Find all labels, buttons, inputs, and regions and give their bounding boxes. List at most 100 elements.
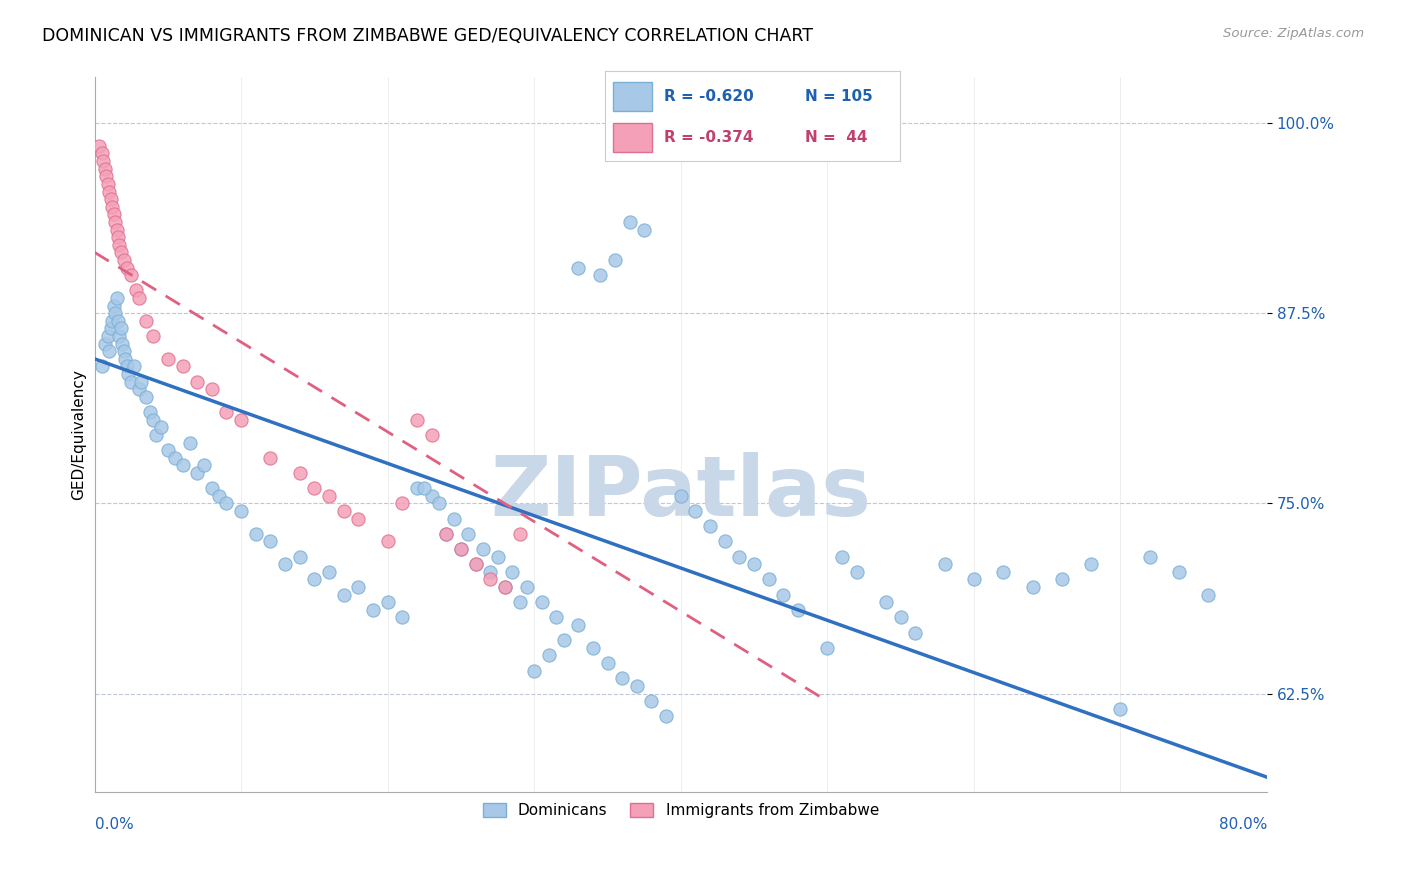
Point xyxy=(553,633,575,648)
Point xyxy=(131,375,153,389)
Point xyxy=(347,511,370,525)
Point xyxy=(193,458,215,473)
Point xyxy=(479,573,502,587)
Point xyxy=(993,565,1015,579)
Point xyxy=(172,458,194,473)
Point xyxy=(122,359,145,374)
Point xyxy=(612,671,634,685)
Point xyxy=(787,603,810,617)
Point xyxy=(890,610,912,624)
Point xyxy=(215,405,238,419)
Point xyxy=(259,534,281,549)
Point xyxy=(501,565,523,579)
Point xyxy=(904,625,927,640)
Point xyxy=(108,329,131,343)
Text: N =  44: N = 44 xyxy=(806,130,868,145)
Point xyxy=(318,565,340,579)
Point xyxy=(377,534,399,549)
Point xyxy=(875,595,897,609)
Point xyxy=(97,177,120,191)
Point xyxy=(815,640,838,655)
Point xyxy=(179,435,201,450)
Point xyxy=(96,169,118,184)
Point xyxy=(90,359,112,374)
Point xyxy=(135,390,157,404)
Point xyxy=(104,215,127,229)
Point xyxy=(145,428,167,442)
Point xyxy=(479,565,502,579)
Text: 0.0%: 0.0% xyxy=(94,817,134,832)
Point xyxy=(603,252,626,267)
Point xyxy=(107,314,129,328)
Text: Source: ZipAtlas.com: Source: ZipAtlas.com xyxy=(1223,27,1364,40)
Point xyxy=(523,664,546,678)
Y-axis label: GED/Equivalency: GED/Equivalency xyxy=(72,369,86,500)
Point xyxy=(110,245,132,260)
Point xyxy=(90,146,112,161)
Text: DOMINICAN VS IMMIGRANTS FROM ZIMBABWE GED/EQUIVALENCY CORRELATION CHART: DOMINICAN VS IMMIGRANTS FROM ZIMBABWE GE… xyxy=(42,27,813,45)
Point xyxy=(413,481,436,495)
Point xyxy=(108,237,131,252)
Point xyxy=(142,329,165,343)
Point xyxy=(596,656,619,670)
Point xyxy=(758,573,780,587)
Point xyxy=(128,382,150,396)
Point xyxy=(98,344,121,359)
Point xyxy=(114,351,136,366)
Point xyxy=(117,367,139,381)
Point xyxy=(963,573,986,587)
Point xyxy=(530,595,553,609)
Point xyxy=(626,679,648,693)
Point xyxy=(619,215,641,229)
Point xyxy=(201,382,224,396)
Point xyxy=(516,580,538,594)
Point xyxy=(699,519,721,533)
Point xyxy=(100,321,122,335)
Point xyxy=(120,268,142,283)
Point xyxy=(685,504,707,518)
Text: ZIPatlas: ZIPatlas xyxy=(491,451,872,533)
Point xyxy=(115,260,138,275)
Point xyxy=(186,375,208,389)
Point xyxy=(361,603,384,617)
Point xyxy=(107,230,129,244)
Point xyxy=(186,466,208,480)
Point xyxy=(427,496,450,510)
Legend: Dominicans, Immigrants from Zimbabwe: Dominicans, Immigrants from Zimbabwe xyxy=(477,797,884,824)
Point xyxy=(105,222,128,236)
Point xyxy=(633,222,655,236)
Point xyxy=(97,329,120,343)
Point xyxy=(640,694,662,708)
Point xyxy=(537,648,560,663)
Point xyxy=(105,291,128,305)
Point xyxy=(443,511,465,525)
Point xyxy=(420,428,443,442)
Point xyxy=(94,336,117,351)
Point xyxy=(111,336,134,351)
Point xyxy=(845,565,868,579)
Point xyxy=(115,359,138,374)
Point xyxy=(494,580,516,594)
Point xyxy=(494,580,516,594)
Point xyxy=(669,489,692,503)
Point xyxy=(457,526,479,541)
Point xyxy=(589,268,612,283)
Point xyxy=(304,481,326,495)
Point xyxy=(391,610,413,624)
Point xyxy=(464,558,486,572)
Point xyxy=(288,549,311,564)
FancyBboxPatch shape xyxy=(613,82,652,111)
Point xyxy=(318,489,340,503)
Point xyxy=(172,359,194,374)
Point xyxy=(420,489,443,503)
Point xyxy=(201,481,224,495)
Point xyxy=(434,526,457,541)
Point xyxy=(104,306,127,320)
Point xyxy=(509,595,531,609)
Point xyxy=(304,573,326,587)
Point xyxy=(406,481,429,495)
Point xyxy=(110,321,132,335)
Point xyxy=(93,154,115,169)
Text: R = -0.620: R = -0.620 xyxy=(664,89,754,103)
Point xyxy=(486,549,509,564)
